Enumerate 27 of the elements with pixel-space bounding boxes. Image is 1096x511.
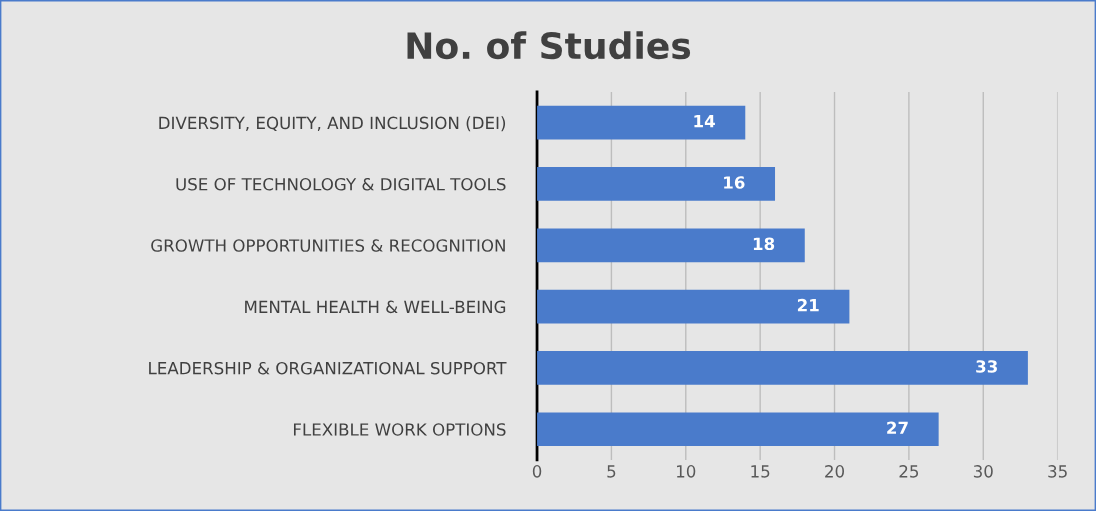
- y-tick-label: GROWTH OPPORTUNITIES & RECOGNITION: [151, 239, 505, 252]
- bar: [537, 289, 850, 324]
- bar: [537, 105, 746, 140]
- x-tick-label: 15: [751, 465, 770, 478]
- x-tick-label: 5: [607, 465, 616, 478]
- data-label: 16: [724, 176, 745, 189]
- x-tick-label: 10: [677, 465, 696, 478]
- data-label: 33: [976, 360, 997, 373]
- bar: [537, 228, 805, 263]
- data-label: 21: [797, 298, 819, 312]
- chart-title: No. of Studies: [407, 31, 691, 60]
- data-label: 14: [694, 115, 715, 128]
- bar: [537, 351, 1028, 385]
- y-tick-label: FLEXIBLE WORK OPTIONS: [293, 423, 506, 436]
- x-tick-label: 30: [973, 465, 993, 478]
- x-tick-label: 35: [1048, 465, 1067, 478]
- data-label: 18: [753, 237, 775, 251]
- x-tick-label: 25: [899, 465, 919, 478]
- bar: [537, 412, 939, 447]
- bar: [537, 167, 776, 201]
- y-tick-label: USE OF TECHNOLOGY & DIGITAL TOOLS: [176, 177, 506, 191]
- x-tick-label: 20: [825, 465, 845, 478]
- y-tick-label: MENTAL HEALTH & WELL-BEING: [245, 300, 506, 314]
- y-tick-label: LEADERSHIP & ORGANIZATIONAL SUPPORT: [149, 361, 507, 375]
- y-tick-label: DIVERSITY, EQUITY, AND INCLUSION (DEI): [159, 116, 506, 132]
- x-tick-label: 0: [532, 465, 542, 478]
- data-label: 27: [887, 421, 908, 434]
